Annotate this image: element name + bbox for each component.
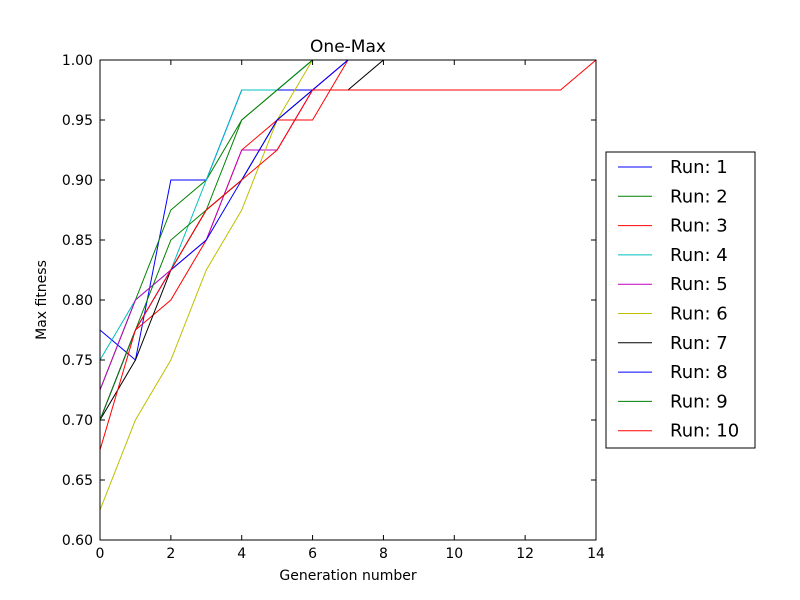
y-tick-label: 0.85 — [62, 233, 93, 249]
legend: Run: 1 Run: 2 Run: 3 Run: 4 Run: 5 Run: 6 Run:… — [605, 151, 756, 449]
x-tick-label: 6 — [308, 546, 317, 562]
series-line-run-10 — [99, 59, 597, 451]
plot-area — [100, 60, 596, 540]
legend-label-run-1: Run: 1 — [670, 157, 728, 178]
legend-label-run-7: Run: 7 — [670, 333, 728, 354]
y-tick-label: 0.60 — [62, 533, 93, 549]
x-tick-label: 0 — [96, 546, 105, 562]
legend-label-run-5: Run: 5 — [670, 274, 728, 295]
x-tick-label: 2 — [166, 546, 175, 562]
y-axis-label: Max fitness — [34, 260, 50, 340]
legend-label-run-8: Run: 8 — [670, 362, 728, 383]
x-tick-label: 8 — [379, 546, 388, 562]
series-layer — [99, 59, 597, 511]
legend-label-run-10: Run: 10 — [670, 421, 739, 442]
legend-label-run-6: Run: 6 — [670, 304, 728, 325]
y-tick-label: 0.70 — [62, 413, 93, 429]
chart-title: One-Max — [310, 37, 386, 57]
y-tick-label: 0.80 — [62, 293, 93, 309]
legend-box — [605, 151, 756, 449]
y-tick-label: 0.90 — [62, 173, 93, 189]
y-axis: 0.60 0.65 0.70 0.75 0.80 0.85 0.90 0.95 1.00 — [62, 53, 596, 549]
legend-label-run-2: Run: 2 — [670, 186, 728, 207]
legend-label-run-3: Run: 3 — [670, 216, 728, 237]
y-tick-label: 0.95 — [62, 113, 93, 129]
legend-label-run-9: Run: 9 — [670, 391, 728, 412]
x-axis: 0 2 4 6 8 10 12 14 — [96, 60, 605, 562]
legend-label-run-4: Run: 4 — [670, 245, 728, 266]
y-tick-label: 0.65 — [62, 473, 93, 489]
x-tick-label: 4 — [237, 546, 246, 562]
x-axis-label: Generation number — [279, 568, 416, 584]
x-tick-label: 12 — [516, 546, 534, 562]
x-tick-label: 10 — [445, 546, 463, 562]
y-tick-label: 0.75 — [62, 353, 93, 369]
x-tick-label: 14 — [587, 546, 605, 562]
y-tick-label: 1.00 — [62, 53, 93, 69]
